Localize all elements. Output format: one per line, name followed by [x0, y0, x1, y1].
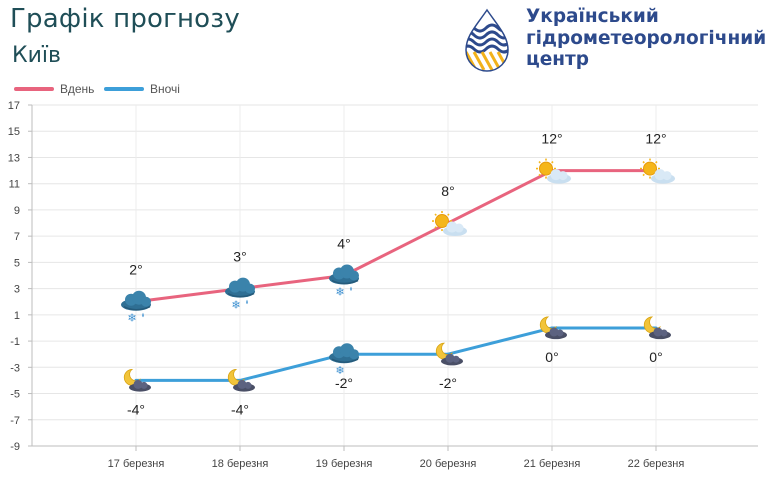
y-tick-label: -9 [10, 441, 20, 453]
logo-line-1: Український [526, 6, 659, 27]
city-name: Київ [12, 43, 61, 68]
ukrhydromet-logo: Український гідрометеорологічний центр [462, 6, 766, 76]
day-temp-label: 12° [645, 131, 666, 147]
logo-text: Український гідрометеорологічний центр [526, 6, 766, 71]
grid-lines [28, 104, 758, 451]
moon-cloud-icon [435, 342, 463, 366]
y-tick-label: 15 [8, 126, 20, 138]
y-tick-label: 9 [14, 205, 20, 217]
y-tick-label: 3 [14, 284, 20, 296]
y-tick-label: -1 [10, 336, 20, 348]
y-tick-label: 5 [14, 257, 20, 269]
rain-snow-icon: ❄ [120, 289, 152, 325]
rain-snow-icon: ❄ [224, 276, 256, 312]
svg-text:❄: ❄ [335, 365, 344, 377]
y-tick-label: 11 [9, 179, 20, 191]
night-series-line [136, 326, 656, 382]
logo-line-3: центр [526, 49, 590, 70]
night-temp-label: -2° [335, 375, 353, 391]
day-temp-label: 3° [233, 249, 246, 265]
svg-text:❄: ❄ [335, 287, 344, 299]
sun-cloud-icon [639, 157, 675, 184]
logo-drop-icon [465, 8, 509, 72]
y-tick-label: 17 [8, 100, 20, 112]
y-tick-label: 1 [14, 310, 20, 322]
night-temp-label: 0° [649, 349, 662, 365]
legend-swatch-day [14, 87, 54, 91]
y-tick-label: -5 [10, 389, 20, 401]
snow-cloud-icon: ❄ [328, 342, 360, 377]
moon-cloud-icon [643, 316, 671, 340]
x-tick-label: 21 березня [524, 458, 581, 470]
x-tick-label: 22 березня [628, 458, 685, 470]
rain-snow-icon: ❄ [328, 263, 360, 299]
svg-text:❄: ❄ [127, 313, 136, 325]
page-title: Графік прогнозу [10, 4, 240, 34]
logo-line-2: гідрометеорологічний [526, 27, 767, 49]
y-tick-label: -7 [10, 415, 20, 427]
legend-label-day: Вдень [60, 82, 95, 96]
moon-cloud-icon [227, 369, 255, 392]
x-tick-label: 20 березня [420, 458, 477, 470]
y-tick-label: 7 [14, 231, 20, 243]
night-temp-label: -4° [231, 401, 249, 417]
x-tick-label: 18 березня [212, 458, 269, 470]
day-series-line [135, 169, 656, 304]
y-tick-label: 13 [8, 152, 20, 164]
x-tick-label: 19 березня [316, 458, 373, 470]
night-temp-label: 0° [545, 349, 558, 365]
night-temp-label: -2° [439, 375, 457, 391]
day-temp-label: 2° [129, 262, 142, 278]
day-temp-label: 8° [441, 183, 454, 199]
legend-swatch-night [104, 87, 144, 91]
x-tick-label: 17 березня [108, 458, 165, 470]
day-temp-label: 12° [541, 131, 562, 147]
night-temp-label: -4° [127, 401, 145, 417]
legend-label-night: Вночі [150, 82, 180, 96]
y-tick-label: -3 [10, 362, 20, 374]
svg-text:❄: ❄ [231, 300, 240, 312]
day-temp-label: 4° [337, 236, 350, 252]
